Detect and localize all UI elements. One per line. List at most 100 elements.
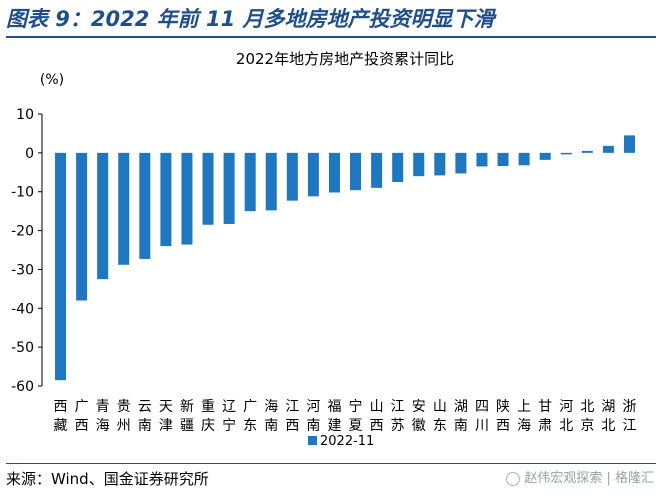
bar-天津 [160,152,172,247]
bar-湖南 [455,152,467,174]
bar-西藏 [55,152,67,381]
footer-divider [6,463,656,464]
x-tick-label: 南 [264,418,278,434]
x-tick-label: 青 [96,399,110,415]
bar-甘肃 [539,152,551,160]
bar-陕西 [497,152,509,167]
x-tick-label: 新 [180,399,194,415]
bar-广西 [76,152,88,301]
x-tick-label: 徽 [412,418,426,434]
bar-新疆 [181,152,193,245]
x-tick-label: 河 [306,399,320,415]
x-tick-label: 云 [138,399,152,415]
x-tick-label: 庆 [201,418,215,434]
x-tick-label: 京 [580,418,594,434]
watermark-text: 赵伟宏观探索 | 格隆汇 [524,471,654,486]
x-tick-label: 北 [580,399,594,415]
x-tick-label: 海 [96,418,110,434]
bar-山西 [371,152,383,188]
bar-安徽 [413,152,425,177]
x-tick-label: 江 [622,418,636,434]
x-tick-label: 广 [75,399,89,415]
bar-series [55,135,635,381]
x-tick-label: 山 [433,399,447,415]
legend-label: 2022-11 [320,434,374,449]
x-tick-label: 西 [285,418,299,434]
x-tick-label: 夏 [349,418,363,434]
x-tick-label: 天 [159,399,173,415]
x-axis-labels: 西藏广西青海贵州云南天津新疆重庆辽宁广东海南江西河南福建宁夏山西江苏安徽山东湖南… [54,398,637,434]
x-tick-label: 安 [412,399,426,415]
watermark: 赵伟宏观探索 | 格隆汇 [506,468,654,490]
bar-四川 [476,152,488,167]
x-tick-label: 疆 [180,418,194,434]
x-tick-label: 上 [517,399,531,415]
bar-贵州 [118,152,130,265]
x-tick-label: 江 [285,399,299,415]
y-tick-label: -50 [11,340,34,356]
bar-上海 [518,152,530,166]
x-tick-label: 北 [559,418,573,434]
y-axis-unit-label: (%) [40,72,64,88]
x-tick-label: 州 [117,418,131,434]
x-tick-label: 建 [327,418,341,434]
title-divider [6,36,656,38]
y-tick-label: -40 [11,301,34,317]
x-tick-label: 重 [201,399,215,415]
x-tick-label: 江 [391,399,405,415]
x-tick-label: 贵 [117,399,131,415]
bar-辽宁 [223,152,235,224]
y-tick-label: 10 [16,107,34,123]
wechat-icon [506,472,521,486]
x-tick-label: 甘 [538,399,552,415]
bar-河北 [560,152,572,155]
y-tick-label: -60 [11,379,34,395]
y-tick-label: -20 [11,224,34,240]
bar-宁夏 [350,152,362,191]
x-tick-label: 四 [475,399,489,415]
bar-浙江 [623,135,635,153]
bar-广东 [244,152,256,212]
x-tick-label: 海 [264,399,278,415]
x-tick-label: 东 [433,418,447,434]
x-tick-label: 南 [138,418,152,434]
x-tick-label: 西 [54,399,68,415]
bar-河南 [307,152,319,197]
legend: 2022-11 [308,434,374,449]
x-tick-label: 西 [370,418,384,434]
y-tick-label: 0 [25,146,34,162]
x-tick-label: 苏 [391,418,405,434]
y-tick-label: -10 [11,185,34,201]
bar-北京 [581,150,593,153]
x-tick-label: 津 [159,418,173,434]
source-note: 来源：Wind、国金证券研究所 [6,470,209,488]
x-tick-label: 西 [75,418,89,434]
y-tick-label: -30 [11,262,34,278]
x-tick-label: 山 [370,399,384,415]
x-tick-label: 湖 [454,399,468,415]
bar-湖北 [602,145,614,153]
bar-福建 [328,152,340,193]
x-tick-label: 辽 [222,399,236,415]
x-tick-label: 东 [243,418,257,434]
x-tick-label: 宁 [349,398,363,415]
chart-title: 2022年地方房地产投资累计同比 [236,50,454,68]
x-tick-label: 南 [454,418,468,434]
legend-swatch [308,436,317,445]
x-tick-label: 南 [306,418,320,434]
bar-chart: 2022年地方房地产投资累计同比 (%) 10 0 -10 -20 -30 -40 -50 -… [11,50,637,449]
bar-海南 [265,152,277,211]
bar-云南 [139,152,151,259]
bar-江西 [286,152,298,201]
x-tick-label: 藏 [54,418,68,434]
x-tick-label: 北 [601,418,615,434]
bar-重庆 [202,152,214,225]
figure-title: 图表 9：2022 年前 11 月多地房地产投资明显下滑 [6,7,495,31]
x-tick-label: 福 [327,399,341,415]
x-tick-label: 河 [559,399,573,415]
x-tick-label: 浙 [622,399,636,415]
y-axis: 10 0 -10 -20 -30 -40 -50 -60 [11,107,43,395]
x-tick-label: 陕 [496,399,510,415]
x-tick-label: 西 [496,418,510,434]
x-tick-label: 川 [475,418,489,434]
